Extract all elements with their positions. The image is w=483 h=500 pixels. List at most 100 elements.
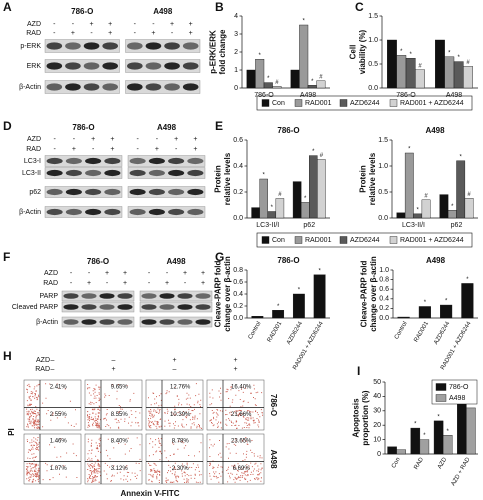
treatment-sign: - <box>53 136 56 143</box>
legend-label: 786-O <box>449 384 469 391</box>
bar <box>313 274 326 319</box>
blot-strip <box>44 59 120 73</box>
x-tick-label: AZD6244 <box>433 320 451 346</box>
blot-band <box>168 188 185 196</box>
blot-band <box>65 62 81 70</box>
treatment-label: RAD <box>26 146 41 153</box>
treatment-sign: + <box>170 21 174 28</box>
bar <box>440 304 453 319</box>
blot-band <box>159 319 175 325</box>
quadrant-percent: 8.78% <box>172 439 190 445</box>
treatment-sign: - <box>88 270 91 277</box>
significance-mark: * <box>414 422 417 428</box>
blot-band <box>46 208 63 216</box>
bar <box>263 82 273 89</box>
bar <box>397 316 410 319</box>
blot-strip <box>125 80 201 94</box>
y-tick-label: 40 <box>373 393 381 400</box>
treatment-label: RAD <box>35 366 50 373</box>
blot-band <box>117 293 133 299</box>
treatment-sign: - <box>152 21 155 28</box>
treatment-sign: - <box>134 30 137 37</box>
x-tick-label: p62 <box>303 222 315 229</box>
y-tick-label: 0.2 <box>233 189 243 196</box>
blot-band <box>177 293 193 299</box>
blot-band <box>126 42 143 50</box>
legend-label: Con <box>272 100 285 107</box>
panel-letter: H <box>3 349 12 363</box>
significance-mark: * <box>277 304 280 310</box>
blot-row-label: β-Actin <box>19 209 41 216</box>
blot-band <box>164 62 180 70</box>
quadrant-percent: 16.40% <box>231 385 252 391</box>
bar <box>246 69 256 89</box>
significance-mark: * <box>271 205 274 211</box>
axis-label: Annexin V-FITC <box>120 489 179 498</box>
panel-letter: D <box>3 119 12 133</box>
x-tick-label: RAD <box>413 456 425 471</box>
blot-band <box>148 157 165 165</box>
blot-strip <box>139 316 213 328</box>
y-tick-label: 0 <box>234 85 238 92</box>
x-tick-label: AZD <box>437 456 449 470</box>
y-tick-label: 1 <box>234 67 238 74</box>
legend-swatch <box>339 236 348 244</box>
label-line: Cleave-PARP fold <box>360 260 369 327</box>
treatment-sign: + <box>108 30 112 37</box>
blot-row-label: ERK <box>27 63 42 70</box>
significance-mark: * <box>470 401 473 407</box>
bar <box>413 213 423 219</box>
blot-band <box>164 42 180 50</box>
legend-label: Con <box>272 237 285 244</box>
x-tick-label: Control <box>394 321 409 341</box>
y-tick-label: 0.8 <box>233 267 243 274</box>
bar <box>435 39 445 89</box>
legend-swatch <box>339 99 348 107</box>
significance-mark: * <box>259 53 262 59</box>
blot-band <box>126 83 143 91</box>
blot-row-label: β-Actin <box>19 84 41 91</box>
treatment-sign: – <box>51 366 55 373</box>
y-axis-label: p-ERK/ERKfold change <box>209 29 227 74</box>
blot-strip <box>125 59 201 73</box>
y-tick-label: 0.4 <box>379 296 389 303</box>
blot-band <box>187 169 204 177</box>
blot-band <box>148 208 165 216</box>
treatment-sign: - <box>70 280 73 287</box>
blot-row-label: p62 <box>29 189 41 196</box>
significance-mark: * <box>466 277 469 283</box>
flow-plot-frame <box>206 379 265 431</box>
y-tick-label: 20 <box>373 422 381 429</box>
flow-events <box>87 384 141 429</box>
blot-row-label: LC3-I <box>24 158 41 165</box>
significance-mark: * <box>460 154 463 160</box>
treatment-label: RAD <box>43 280 58 287</box>
bar <box>396 212 406 219</box>
significance-mark: * <box>445 299 448 305</box>
blot-band <box>177 319 193 325</box>
treatment-sign: + <box>71 30 75 37</box>
bar <box>396 449 406 455</box>
significance-mark: * <box>448 50 451 56</box>
treatment-sign: + <box>233 366 237 373</box>
significance-mark: * <box>451 204 454 210</box>
bar <box>387 39 397 89</box>
significance-mark: * <box>318 268 321 274</box>
legend-swatch <box>261 99 270 107</box>
significance-mark: * <box>408 147 411 153</box>
blot-strip <box>127 206 206 218</box>
blot-band <box>104 169 121 177</box>
y-tick-label: 0.0 <box>233 215 243 222</box>
y-tick-label: 0.4 <box>233 291 243 298</box>
y-tick-label: 1.0 <box>368 37 378 44</box>
x-tick-label: 786-O <box>396 92 416 99</box>
significance-mark: * <box>267 76 270 82</box>
quadrant-percent: 12.76% <box>170 385 191 391</box>
blot-band <box>65 208 82 216</box>
bar <box>292 293 305 319</box>
bar <box>466 407 476 455</box>
blot-band <box>85 169 102 177</box>
treatment-sign: + <box>123 270 127 277</box>
significance-mark: * <box>263 173 266 179</box>
flow-events <box>209 437 263 483</box>
